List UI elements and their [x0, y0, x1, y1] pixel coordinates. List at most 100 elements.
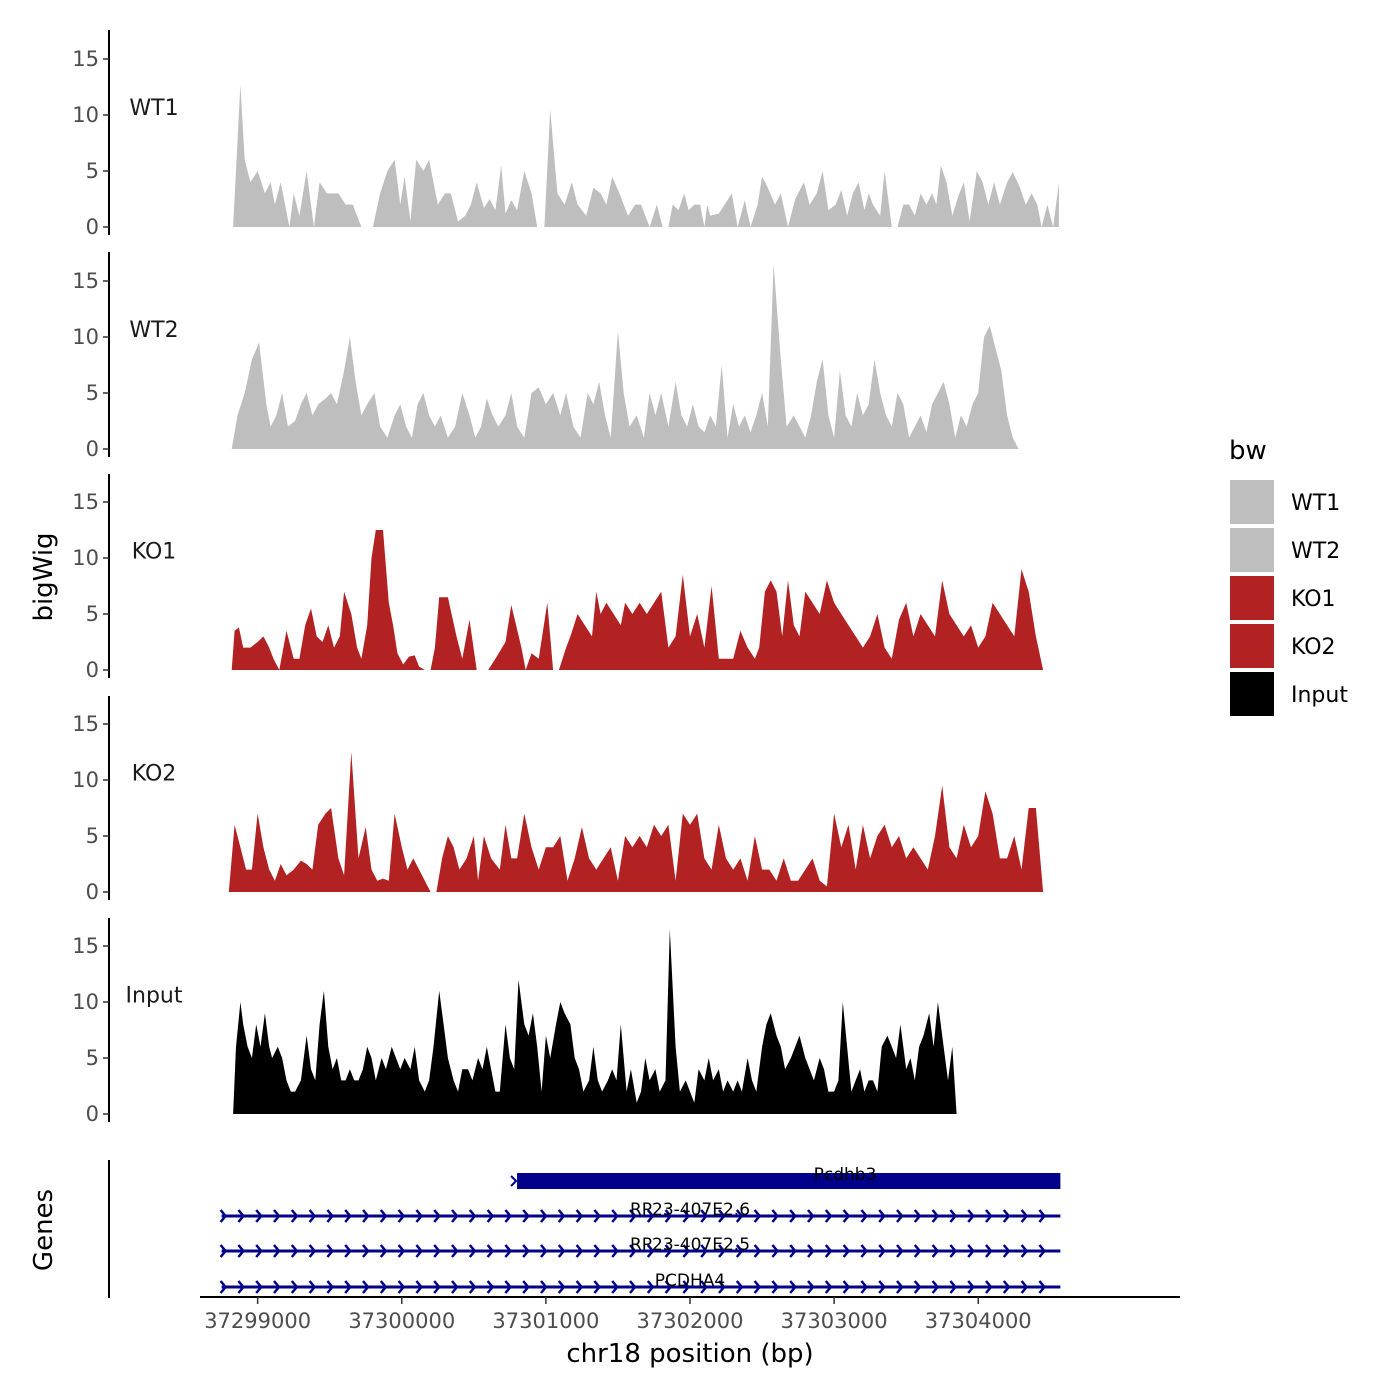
strand-arrow [824, 1209, 833, 1223]
y-tick-label: 10 [72, 990, 99, 1014]
x-tick-label: 37300000 [348, 1309, 455, 1333]
strand-arrow [878, 1209, 886, 1223]
strand-arrow [629, 1280, 637, 1294]
strand-arrow [575, 1244, 584, 1258]
strand-arrow [308, 1244, 317, 1258]
strand-arrow [575, 1280, 584, 1294]
strand-arrow [344, 1280, 352, 1294]
strand-arrow [949, 1209, 958, 1223]
strand-arrow [789, 1280, 797, 1294]
y-tick-label: 15 [72, 934, 99, 958]
y-tick-label: 10 [72, 546, 99, 570]
strand-arrow [468, 1280, 477, 1294]
strand-arrow [753, 1209, 762, 1223]
strand-arrow [451, 1280, 459, 1294]
strand-arrow [789, 1244, 797, 1258]
strand-arrow [557, 1280, 566, 1294]
gene-pcdhb3: Pcdhb3 [510, 1165, 1061, 1189]
strand-arrow [949, 1280, 958, 1294]
coverage-area-input [233, 929, 1049, 1114]
strand-arrow [290, 1209, 299, 1223]
gene-pcdha4: PCDHA4 [219, 1271, 1061, 1294]
y-axis-title: bigWig [29, 532, 59, 621]
strand-arrow [664, 1209, 673, 1223]
strand-arrow [219, 1244, 228, 1258]
strand-arrow [629, 1244, 637, 1258]
y-tick-label: 5 [86, 1046, 99, 1070]
strand-arrow [860, 1209, 869, 1223]
strand-arrow [557, 1244, 566, 1258]
coverage-area-wt1 [233, 84, 1059, 227]
strand-arrow [718, 1244, 726, 1258]
gene-track: Pcdhb3 RP23-407E2.6 RP23-407E2.5 PCDHA4 [108, 1160, 1061, 1298]
strand-arrow [931, 1209, 940, 1223]
strand-arrow [931, 1280, 940, 1294]
strand-arrow [611, 1209, 619, 1223]
strand-arrow [504, 1244, 513, 1258]
strand-arrow [379, 1280, 388, 1294]
strand-arrow [557, 1209, 566, 1223]
strand-arrow [735, 1209, 744, 1223]
strand-arrow [967, 1280, 975, 1294]
y-tick-label: 15 [72, 490, 99, 514]
strand-arrow [415, 1209, 424, 1223]
strand-arrow [611, 1244, 619, 1258]
gene-rp23-407e2.5: RP23-407E2.5 [219, 1235, 1061, 1258]
strand-arrow [379, 1209, 388, 1223]
y-tick-label: 5 [86, 381, 99, 405]
strand-arrow [735, 1244, 744, 1258]
x-axis: 37299000 37300000 37301000 37302000 37303000… [200, 1296, 1180, 1333]
strand-arrow [344, 1244, 352, 1258]
strand-arrow [468, 1209, 477, 1223]
strand-arrow [985, 1280, 993, 1294]
strand-arrow [611, 1280, 619, 1294]
strand-arrow [860, 1244, 869, 1258]
strand-arrow [913, 1209, 922, 1223]
y-tick-label: 10 [72, 325, 99, 349]
strand-arrow [967, 1209, 975, 1223]
strand-arrow [878, 1280, 886, 1294]
strand-arrow [878, 1244, 886, 1258]
y-tick-label: 0 [86, 1102, 99, 1126]
track-label: WT1 [129, 96, 178, 121]
strand-arrow [255, 1244, 263, 1258]
strand-arrow [860, 1280, 869, 1294]
strand-arrow [540, 1244, 548, 1258]
track-label: KO2 [132, 762, 177, 787]
strand-arrow [807, 1244, 815, 1258]
strand-arrow [255, 1209, 263, 1223]
strand-arrow [593, 1244, 602, 1258]
strand-arrow [842, 1244, 851, 1258]
legend-label: KO2 [1291, 635, 1336, 660]
strand-arrow [593, 1209, 602, 1223]
strand-arrow [842, 1280, 851, 1294]
strand-arrow [718, 1209, 726, 1223]
strand-arrow [522, 1280, 530, 1294]
strand-arrow [1020, 1244, 1029, 1258]
strand-arrow [237, 1209, 246, 1223]
legend-label: KO1 [1291, 587, 1336, 612]
strand-arrow [522, 1209, 530, 1223]
track-panel-input: 0 5 10 15 Input [72, 918, 1049, 1126]
strand-arrow [1038, 1280, 1047, 1294]
gene-label: Pcdhb3 [814, 1165, 877, 1185]
strand-arrow [397, 1280, 406, 1294]
gene-rp23-407e2.6: RP23-407E2.6 [219, 1200, 1061, 1223]
strand-arrow [415, 1244, 424, 1258]
strand-arrow [807, 1280, 815, 1294]
strand-arrow [326, 1209, 335, 1223]
strand-arrow [664, 1280, 673, 1294]
track-panel-ko1: 0 5 10 15 KO1 [72, 474, 1058, 682]
track-label: KO1 [132, 540, 177, 565]
strand-arrow [1020, 1280, 1029, 1294]
gene-label: RP23-407E2.5 [630, 1235, 750, 1255]
y-tick-label: 15 [72, 269, 99, 293]
track-label: Input [126, 984, 183, 1009]
y-tick-label: 5 [86, 824, 99, 848]
y-tick-label: 0 [86, 215, 99, 239]
strand-arrow [824, 1244, 833, 1258]
genes-track-title: Genes [29, 1189, 59, 1271]
legend-label: WT1 [1291, 491, 1340, 516]
